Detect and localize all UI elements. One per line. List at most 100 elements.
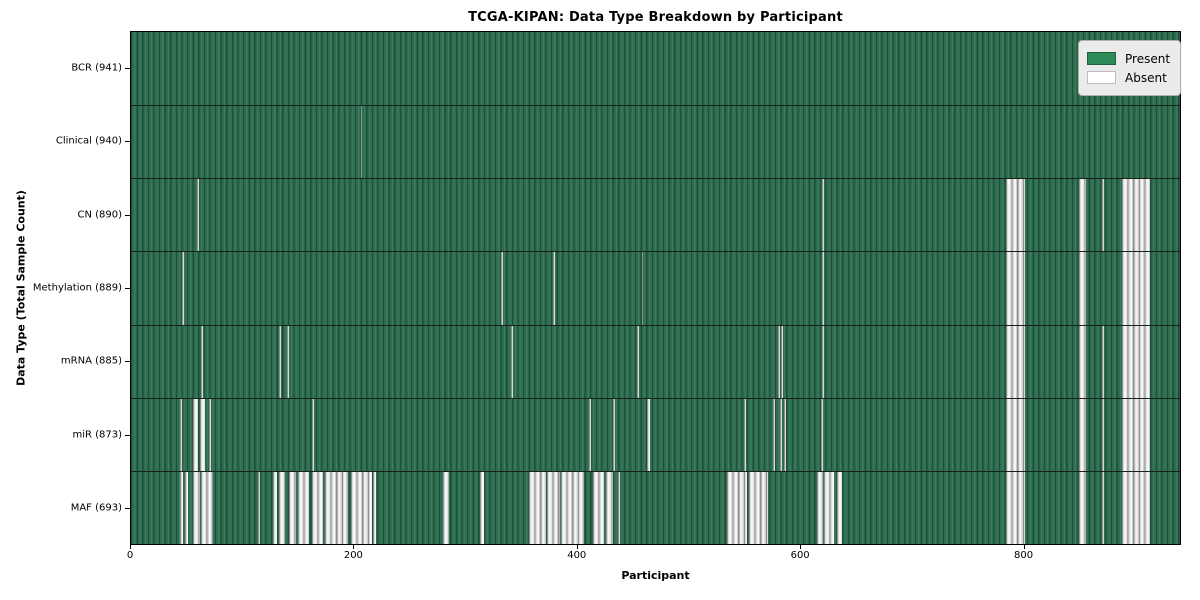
absent-stripe	[443, 471, 449, 544]
absent-stripe	[784, 398, 787, 471]
absent-stripe	[822, 179, 824, 252]
y-tick-label-mir: miR (873)	[72, 429, 122, 441]
legend: Present Absent	[1078, 40, 1182, 96]
x-tick-mark	[1023, 545, 1025, 549]
absent-stripe	[546, 471, 561, 544]
absent-stripe	[612, 398, 615, 471]
absent-stripe	[1078, 179, 1087, 252]
x-tick-mark	[576, 545, 578, 549]
absent-stripe	[561, 471, 584, 544]
y-tick-label-mrna: mRNA (885)	[60, 355, 122, 367]
absent-stripe	[1006, 471, 1026, 544]
y-tick-label-clinical: Clinical (940)	[55, 135, 122, 147]
x-axis-label: Participant	[621, 569, 690, 582]
absent-stripe	[279, 471, 285, 544]
y-tick-label-cn: CN (890)	[77, 209, 122, 221]
absent-stripe	[311, 471, 323, 544]
absent-stripe	[780, 325, 784, 398]
x-tick-label-200: 200	[343, 550, 363, 561]
absent-stripe	[748, 471, 768, 544]
absent-stripe	[1078, 398, 1087, 471]
absent-stripe	[501, 252, 503, 325]
absent-stripe	[1078, 325, 1087, 398]
absent-stripe	[589, 398, 592, 471]
absent-stripe	[727, 471, 748, 544]
y-tick-label-maf: MAF (693)	[70, 502, 122, 514]
absent-stripe	[511, 325, 514, 398]
absent-swatch-icon	[1087, 71, 1116, 84]
y-tick-mark	[125, 141, 130, 143]
y-tick-label-methylation: Methylation (889)	[32, 282, 122, 294]
absent-stripe	[1006, 398, 1026, 471]
absent-stripe	[1006, 179, 1026, 252]
absent-stripe	[822, 325, 824, 398]
legend-entry-present: Present	[1087, 50, 1170, 67]
absent-stripe	[605, 471, 613, 544]
absent-stripe	[350, 471, 372, 544]
x-tick-label-400: 400	[567, 550, 587, 561]
absent-stripe	[1078, 471, 1087, 544]
absent-stripe	[182, 252, 184, 325]
absent-stripe	[647, 398, 651, 471]
absent-stripe	[289, 471, 296, 544]
absent-stripe	[1122, 471, 1150, 544]
absent-stripe	[287, 325, 290, 398]
absent-stripe	[360, 106, 363, 179]
y-tick-mark	[125, 434, 130, 436]
absent-stripe	[836, 471, 843, 544]
legend-entry-absent: Absent	[1087, 69, 1170, 86]
absent-stripe	[779, 398, 783, 471]
heatmap-row-cn	[131, 178, 1180, 252]
absent-stripe	[528, 471, 546, 544]
absent-stripe	[1122, 398, 1150, 471]
absent-stripe	[618, 471, 621, 544]
absent-stripe	[372, 471, 377, 544]
legend-present-label: Present	[1125, 51, 1171, 66]
absent-stripe	[193, 398, 198, 471]
absent-stripe	[1006, 325, 1026, 398]
absent-stripe	[201, 325, 204, 398]
absent-stripe	[258, 471, 261, 544]
y-tick-mark	[125, 67, 130, 69]
absent-stripe	[744, 398, 747, 471]
absent-stripe	[479, 471, 485, 544]
heatmap-row-mrna	[131, 324, 1180, 398]
absent-stripe	[279, 325, 281, 398]
absent-stripe	[553, 252, 556, 325]
absent-stripe	[1101, 471, 1104, 544]
absent-stripe	[592, 471, 604, 544]
present-swatch-icon	[1087, 52, 1116, 65]
y-tick-mark	[125, 288, 130, 289]
x-tick-mark	[800, 545, 802, 549]
absent-stripe	[822, 252, 824, 325]
absent-stripe	[298, 471, 310, 544]
x-tick-mark	[130, 545, 131, 549]
absent-stripe	[1122, 325, 1150, 398]
absent-stripe	[196, 179, 199, 252]
absent-stripe	[1006, 252, 1026, 325]
absent-stripe	[1101, 179, 1104, 252]
absent-stripe	[1122, 179, 1150, 252]
y-tick-label-bcr: BCR (941)	[71, 62, 122, 74]
y-tick-mark	[125, 214, 130, 216]
x-tick-label-600: 600	[790, 550, 810, 561]
absent-stripe	[1078, 252, 1087, 325]
absent-stripe	[201, 471, 214, 544]
absent-stripe	[637, 325, 640, 398]
absent-stripe	[824, 471, 835, 544]
absent-stripe	[209, 398, 212, 471]
heatmap-row-maf	[131, 470, 1180, 544]
heatmap-row-mir	[131, 397, 1180, 471]
heatmap-row-bcr	[131, 32, 1180, 105]
absent-stripe	[1101, 398, 1104, 471]
absent-stripe	[641, 252, 644, 325]
absent-stripe	[773, 398, 776, 471]
absent-stripe	[184, 471, 188, 544]
y-tick-mark	[125, 361, 130, 363]
x-tick-label-800: 800	[1013, 550, 1034, 561]
heatmap-row-clinical	[131, 105, 1180, 179]
absent-stripe	[180, 398, 183, 471]
absent-stripe	[272, 471, 278, 544]
y-tick-mark	[125, 508, 130, 510]
x-tick-label-0: 0	[126, 550, 134, 561]
